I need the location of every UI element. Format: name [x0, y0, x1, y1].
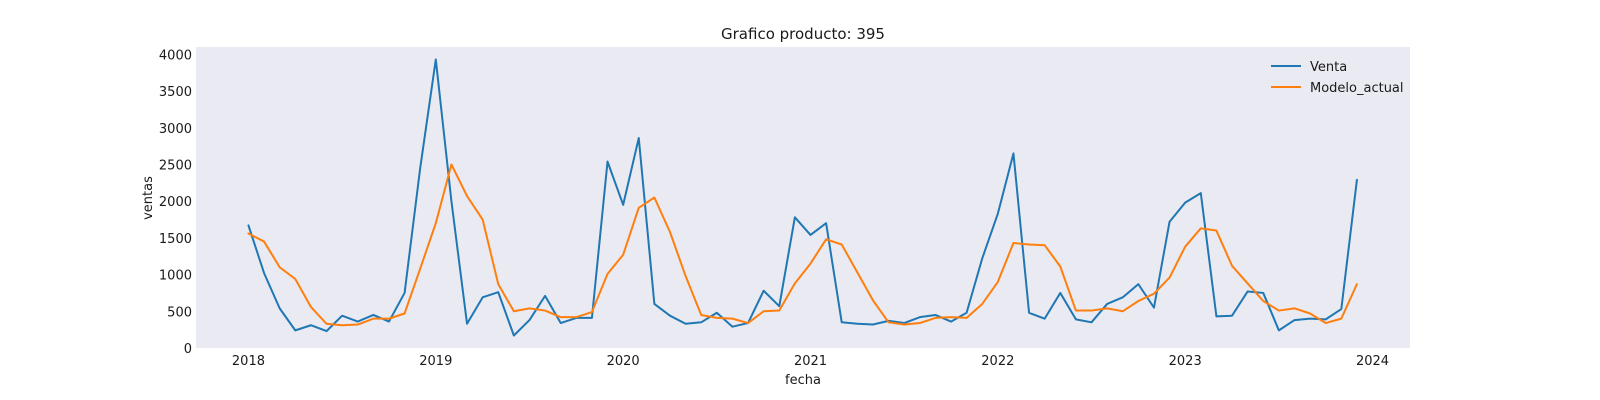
x-tick-label: 2020 — [607, 354, 640, 369]
y-tick-label: 4000 — [159, 48, 192, 63]
series-line-1 — [247, 163, 1358, 327]
y-tick-label: 3500 — [159, 85, 192, 100]
y-tick-label: 1500 — [159, 232, 192, 247]
y-tick-label: 2000 — [159, 195, 192, 210]
x-tick-label: 2018 — [232, 354, 265, 369]
y-axis: 0 500 1000 1500 2000 2500 3000 3500 4000 — [159, 48, 192, 357]
x-tick-label: 2019 — [419, 354, 452, 369]
y-tick-label: 3000 — [159, 122, 192, 137]
legend-label: Modelo_actual — [1310, 81, 1404, 96]
series-layer — [247, 58, 1358, 337]
y-tick-label: 2500 — [159, 158, 192, 173]
y-tick-label: 0 — [184, 342, 192, 357]
y-tick-label: 500 — [167, 305, 192, 320]
x-axis: 2018 2019 2020 2021 2022 2023 2024 — [232, 354, 1389, 369]
y-tick-label: 1000 — [159, 269, 192, 284]
legend-label: Venta — [1310, 60, 1347, 75]
legend: Venta Modelo_actual — [1271, 60, 1404, 96]
x-tick-label: 2024 — [1356, 354, 1389, 369]
x-axis-label: fecha — [785, 373, 821, 388]
chart-title: Grafico producto: 395 — [721, 25, 885, 43]
x-tick-label: 2022 — [981, 354, 1014, 369]
y-axis-label: ventas — [141, 176, 156, 220]
plot-area — [196, 47, 1410, 348]
x-tick-label: 2021 — [794, 354, 827, 369]
series-line-0 — [247, 58, 1358, 337]
x-tick-label: 2023 — [1169, 354, 1202, 369]
